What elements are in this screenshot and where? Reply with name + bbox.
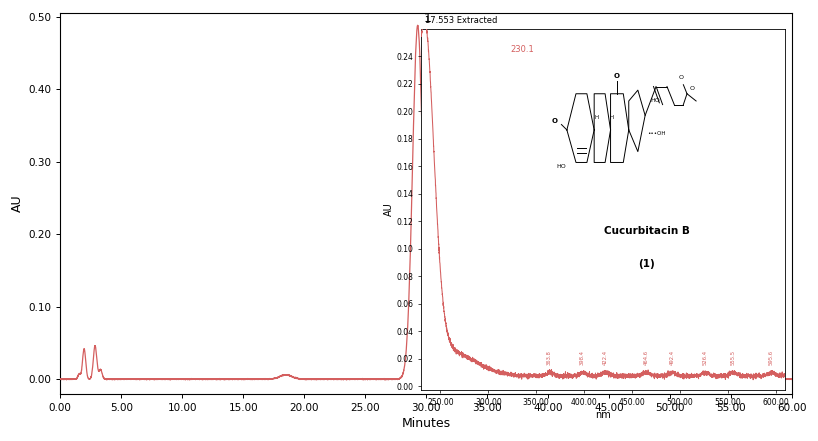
Text: 595.6: 595.6 — [769, 350, 774, 365]
X-axis label: nm: nm — [596, 410, 611, 420]
Text: 492.4: 492.4 — [670, 350, 675, 365]
Text: 363.8: 363.8 — [547, 350, 552, 365]
Y-axis label: AU: AU — [11, 194, 24, 212]
Y-axis label: AU: AU — [384, 202, 393, 217]
Text: H: H — [610, 115, 614, 120]
Text: 464.6: 464.6 — [644, 350, 649, 365]
Text: HO: HO — [556, 164, 566, 168]
Text: 1: 1 — [424, 12, 432, 26]
Text: O: O — [551, 118, 557, 124]
Text: O: O — [614, 73, 620, 78]
Text: O: O — [690, 86, 695, 91]
Text: HO: HO — [650, 98, 660, 104]
Text: H: H — [595, 115, 599, 120]
Text: 398.4: 398.4 — [580, 350, 585, 365]
FancyBboxPatch shape — [560, 54, 775, 289]
Text: 422.4: 422.4 — [603, 350, 608, 365]
Text: 526.4: 526.4 — [703, 350, 708, 365]
Text: O: O — [679, 75, 684, 80]
Text: 17.553 Extracted: 17.553 Extracted — [425, 16, 497, 25]
X-axis label: Minutes: Minutes — [402, 417, 451, 430]
Text: 555.5: 555.5 — [730, 350, 735, 365]
Text: Cucurbitacin B: Cucurbitacin B — [604, 226, 690, 236]
Text: (1): (1) — [639, 259, 655, 269]
Text: 230.1: 230.1 — [510, 45, 534, 54]
Text: •••OH: •••OH — [647, 131, 666, 136]
